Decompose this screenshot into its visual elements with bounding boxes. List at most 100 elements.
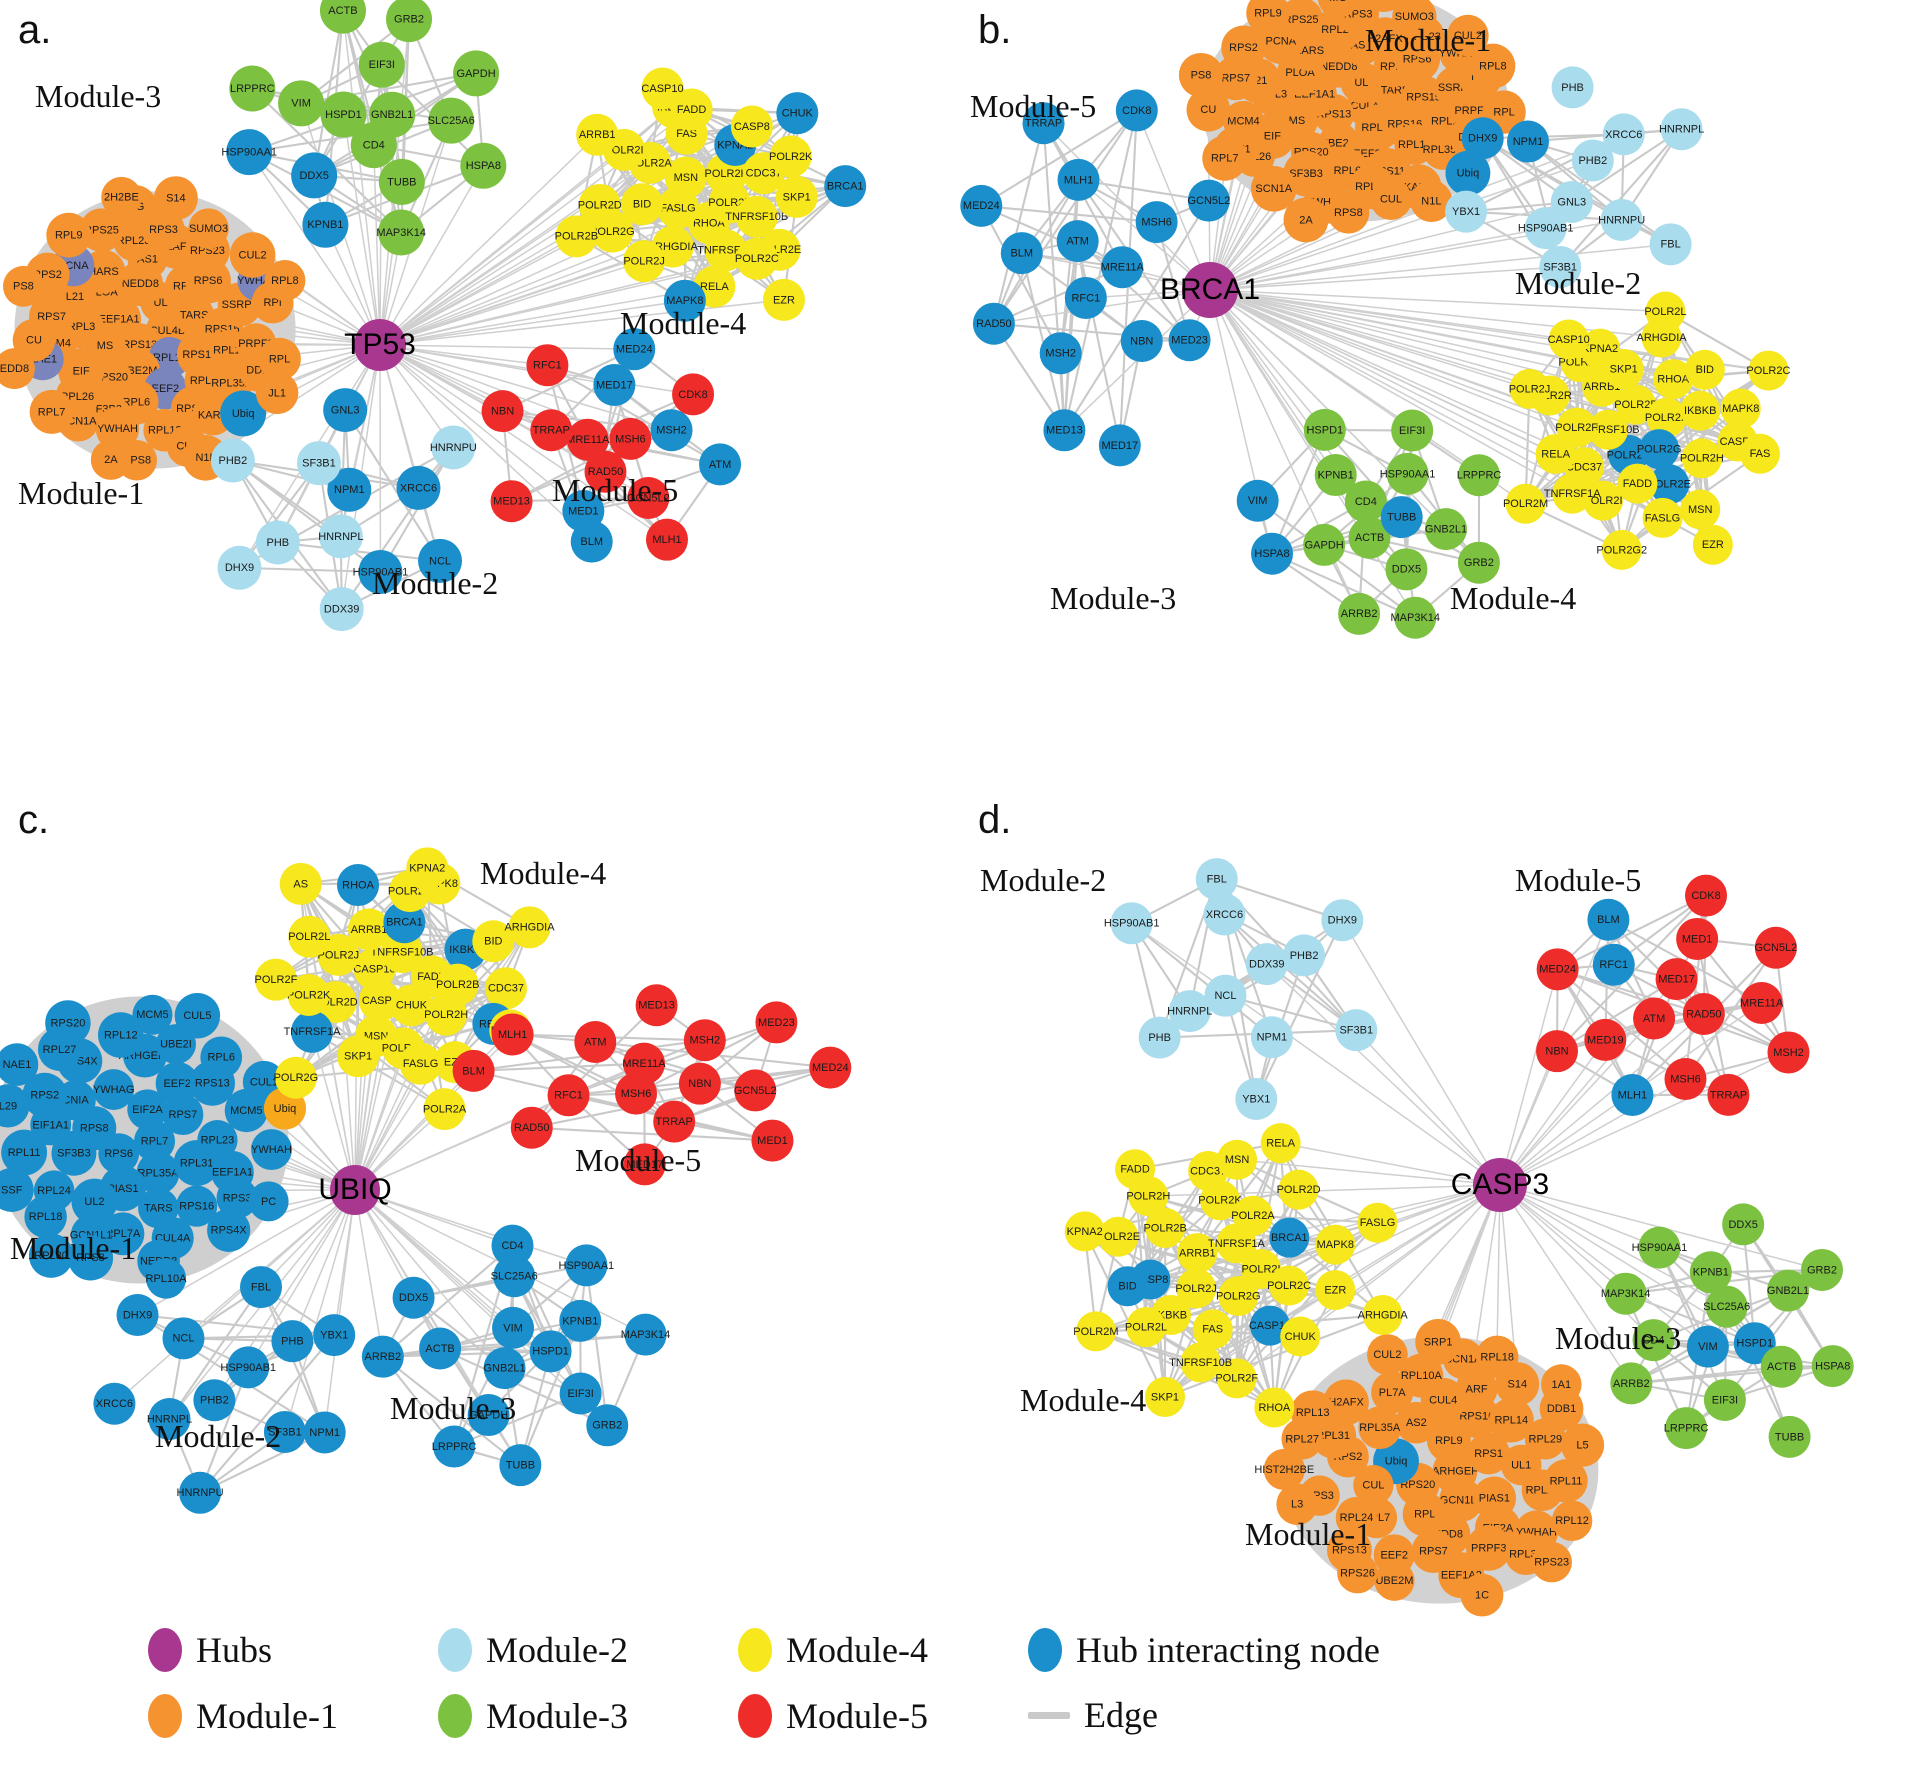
- module2-node[interactable]: HNRNPU: [1598, 198, 1645, 241]
- module5-node[interactable]: TRRAP: [530, 409, 573, 452]
- module5-node[interactable]: RAD50: [972, 302, 1015, 345]
- module4-node[interactable]: BID: [1107, 1266, 1148, 1307]
- module4-node[interactable]: CDC37: [1188, 1150, 1229, 1191]
- module4-node[interactable]: CHUK: [390, 984, 433, 1027]
- module3-node[interactable]: CD4: [1344, 480, 1387, 523]
- module1-node[interactable]: RPL18: [24, 1195, 67, 1239]
- module2-node[interactable]: NCL: [162, 1317, 205, 1360]
- module1-node[interactable]: SCN1A: [1250, 166, 1297, 212]
- module1-node[interactable]: 1A1: [1541, 1364, 1582, 1405]
- module1-node[interactable]: RPS1: [1467, 1432, 1510, 1475]
- module1-node[interactable]: RPL13: [1290, 1390, 1335, 1435]
- module3-node[interactable]: KPNB1: [302, 201, 349, 248]
- module2-node[interactable]: SF3B1: [263, 1411, 306, 1454]
- module1-node[interactable]: CUL: [1370, 178, 1412, 221]
- module1-node[interactable]: RPL7: [1202, 135, 1248, 181]
- module1-node[interactable]: CUL2: [1447, 14, 1489, 57]
- module2-node[interactable]: HNRNPU: [430, 425, 477, 470]
- module3-node[interactable]: ARRB2: [361, 1335, 404, 1378]
- module4-node[interactable]: CASP10: [1548, 319, 1590, 360]
- module3-node[interactable]: ACTB: [319, 0, 366, 34]
- module4-node[interactable]: POLR2K: [1645, 397, 1689, 438]
- module5-node[interactable]: MED24: [809, 1046, 852, 1089]
- module4-node[interactable]: IKBKB: [1680, 390, 1721, 431]
- module4-node[interactable]: POLR2C: [1267, 1265, 1311, 1306]
- module5-node[interactable]: MLH1: [645, 518, 688, 561]
- module4-node[interactable]: AS: [279, 862, 322, 905]
- module2-node[interactable]: NCL: [1204, 974, 1247, 1017]
- module1-node[interactable]: RPS25: [1279, 0, 1324, 42]
- module5-node[interactable]: MRE11A: [1101, 246, 1145, 289]
- module5-node[interactable]: ATM: [699, 443, 742, 486]
- module4-node[interactable]: BID: [620, 183, 663, 226]
- module2-node[interactable]: YBX1: [1235, 1078, 1278, 1121]
- module2-node[interactable]: DHX9: [116, 1293, 159, 1336]
- module3-node[interactable]: GNB2L1: [483, 1347, 526, 1390]
- module4-node[interactable]: POLR2L: [288, 915, 330, 958]
- module3-node[interactable]: HSPA8: [1811, 1345, 1854, 1388]
- module3-node[interactable]: MAP3K14: [1391, 596, 1441, 639]
- module1-node[interactable]: RPS20: [45, 1000, 91, 1046]
- module5-node[interactable]: RFC1: [1064, 276, 1107, 319]
- module5-node[interactable]: MSH6: [609, 417, 652, 460]
- module4-node[interactable]: POLR2D: [1277, 1169, 1321, 1210]
- module2-node[interactable]: FBL: [1649, 223, 1692, 266]
- module2-node[interactable]: PHB2: [1571, 139, 1614, 182]
- module2-node[interactable]: SF3B1: [296, 441, 341, 486]
- module2-node[interactable]: DDX39: [1245, 943, 1288, 986]
- module2-node[interactable]: YBX1: [313, 1314, 356, 1357]
- module4-node[interactable]: POLR2G: [1216, 1276, 1261, 1317]
- module4-node[interactable]: EZR: [1692, 524, 1733, 565]
- module4-node[interactable]: MAPK8: [663, 279, 706, 322]
- module3-node[interactable]: HSPD1: [1303, 408, 1346, 451]
- module3-node[interactable]: GRB2: [386, 0, 433, 43]
- module4-node[interactable]: POLR2A: [423, 1088, 467, 1131]
- module4-node[interactable]: POLR2B: [1143, 1208, 1187, 1249]
- module1-node[interactable]: CUL: [1353, 1465, 1394, 1506]
- module2-node[interactable]: DHX9: [217, 545, 262, 590]
- module5-node[interactable]: CDK8: [1685, 874, 1728, 917]
- module3-node[interactable]: EIF3I: [358, 41, 405, 88]
- module1-node[interactable]: RPL12: [1551, 1500, 1593, 1541]
- module3-node[interactable]: GNB2L1: [1767, 1269, 1809, 1312]
- module4-node[interactable]: CASP10: [1249, 1305, 1291, 1346]
- module1-node[interactable]: EEF2: [155, 1061, 199, 1106]
- module5-node[interactable]: MED1: [751, 1119, 794, 1162]
- module1-node[interactable]: CU: [1186, 87, 1231, 132]
- module4-node[interactable]: POLR2M: [1503, 483, 1548, 524]
- module4-node[interactable]: POLR2A: [1231, 1195, 1275, 1236]
- module4-node[interactable]: POLR2J: [623, 240, 666, 283]
- module4-node[interactable]: EZR: [1315, 1270, 1356, 1311]
- module4-node[interactable]: RELA: [1535, 433, 1576, 474]
- module4-node[interactable]: MAPK8: [1315, 1224, 1356, 1265]
- module4-node[interactable]: KPNA2: [406, 847, 449, 890]
- module5-node[interactable]: RAD50: [584, 450, 627, 493]
- hub-node[interactable]: CASP3: [1451, 1158, 1549, 1212]
- module1-node[interactable]: L3: [1276, 1483, 1318, 1526]
- module1-node[interactable]: S14: [1361, 0, 1407, 13]
- module4-node[interactable]: RHOA: [337, 864, 380, 907]
- module4-node[interactable]: SKP1: [775, 175, 818, 218]
- module4-node[interactable]: POLR2H: [1680, 438, 1724, 479]
- module5-node[interactable]: ATM: [1633, 997, 1676, 1040]
- module1-node[interactable]: RPS25: [79, 208, 124, 252]
- module2-node[interactable]: HNRNPU: [177, 1471, 224, 1514]
- module4-node[interactable]: TNFRSF1A: [284, 1010, 342, 1053]
- module1-node[interactable]: SF3B3: [51, 1130, 97, 1176]
- module1-node[interactable]: L29: [0, 1084, 30, 1128]
- module1-node[interactable]: PC: [248, 1181, 289, 1222]
- module3-node[interactable]: ARRB2: [1610, 1362, 1653, 1405]
- module4-node[interactable]: ARRB1: [1177, 1233, 1218, 1274]
- module4-node[interactable]: POLR2E: [1648, 464, 1691, 505]
- module1-node[interactable]: RPS16: [176, 1185, 218, 1227]
- module2-node[interactable]: FBL: [240, 1266, 283, 1309]
- module2-node[interactable]: GNL3: [1550, 180, 1593, 223]
- module2-node[interactable]: SF3B1: [1539, 246, 1582, 289]
- module5-node[interactable]: CDK8: [672, 373, 715, 416]
- module5-node[interactable]: MRE11A: [566, 418, 610, 461]
- module3-node[interactable]: GAPDH: [453, 50, 500, 97]
- module1-node[interactable]: MCM5: [132, 994, 173, 1035]
- module4-node[interactable]: POLR2I: [1582, 480, 1623, 521]
- module5-node[interactable]: RFC1: [526, 344, 569, 387]
- module3-node[interactable]: LRPPRC: [1457, 454, 1502, 497]
